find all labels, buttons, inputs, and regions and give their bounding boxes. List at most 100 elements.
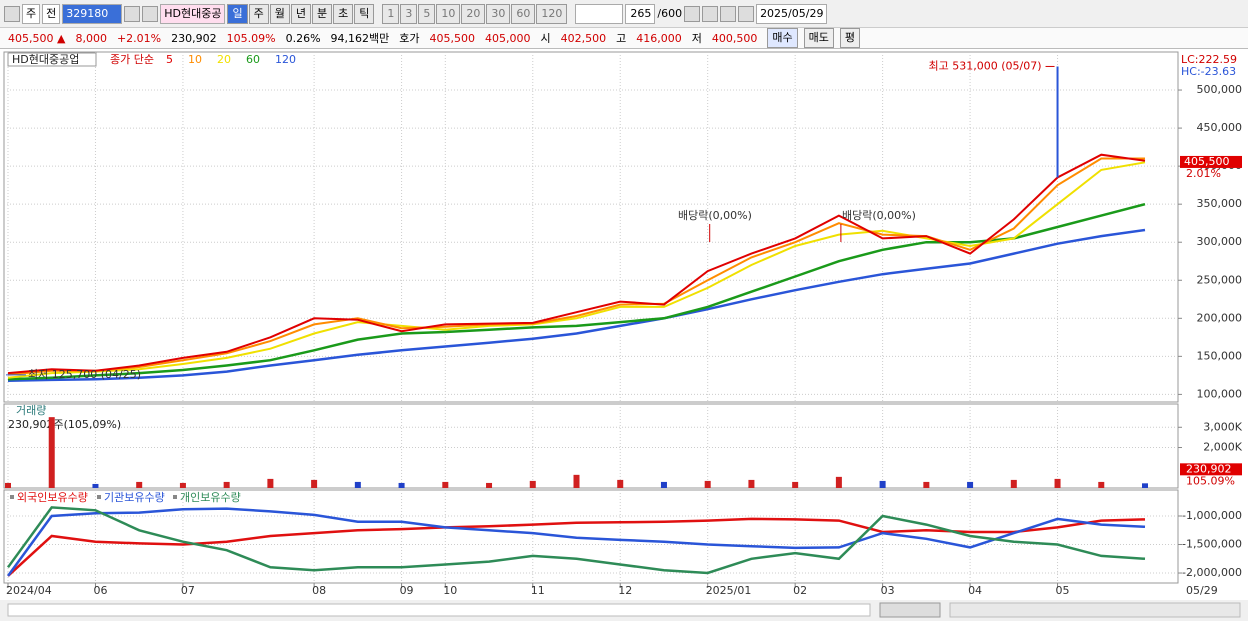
- interval-button[interactable]: 30: [486, 3, 511, 24]
- volume-bar: [486, 482, 493, 488]
- menu-icon[interactable]: [4, 5, 20, 22]
- volume-frame: [3, 403, 1179, 489]
- legend-entry: 5: [166, 53, 173, 66]
- price-frame: [3, 51, 1179, 403]
- interval-button[interactable]: 60: [511, 3, 536, 24]
- blank-input[interactable]: [575, 3, 624, 24]
- volume-bar: [1142, 483, 1148, 488]
- period-button[interactable]: 월: [269, 3, 290, 24]
- volume-bar: [617, 479, 624, 488]
- x-tick-label: 05: [1056, 584, 1070, 597]
- series-line: [7, 161, 1146, 379]
- last-volume-label: 230,902: [1186, 462, 1232, 475]
- legend-title: HD현대중공업: [12, 53, 79, 66]
- y-tick-label: 3,000K: [1203, 420, 1242, 433]
- x-tick-label: 03: [881, 584, 895, 597]
- series-line: [7, 202, 1146, 381]
- volume-annotation: 230,902주(105,09%): [8, 418, 121, 431]
- volume-bar: [267, 478, 274, 488]
- dividend-label: 배당락(0,00%): [678, 209, 752, 222]
- interval-button[interactable]: 120: [536, 3, 568, 24]
- count-max: /600: [657, 7, 683, 20]
- scrollbar[interactable]: [7, 603, 871, 617]
- volume-ratio: 105.09%: [1186, 474, 1235, 487]
- info-item: +2.01%: [116, 31, 162, 45]
- x-tick-label: 11: [531, 584, 545, 597]
- volume-bar: [136, 481, 143, 488]
- tool-icon[interactable]: [684, 5, 701, 22]
- y-tick-label: -2,000,000: [1182, 566, 1242, 579]
- interval-button[interactable]: 3: [400, 3, 418, 24]
- x-tick-label: 07: [181, 584, 195, 597]
- volume-bar: [48, 417, 55, 488]
- volume-bar: [660, 481, 667, 488]
- save-icon[interactable]: [720, 5, 737, 22]
- period-button[interactable]: 년: [290, 3, 311, 24]
- y-tick-label: -1,000,000: [1182, 509, 1242, 522]
- volume-bar: [354, 481, 361, 488]
- last-price-label: 405,500: [1184, 155, 1230, 168]
- period-button[interactable]: 틱: [354, 3, 375, 24]
- info-item: 405,500 ▲: [8, 31, 66, 45]
- holding-frame: [3, 489, 1179, 584]
- interval-button[interactable]: 20: [461, 3, 486, 24]
- low-label: 최저 125,700 (04/25): [28, 368, 141, 381]
- legend-indicator: 종가 단순: [110, 53, 154, 66]
- chart-bg: [0, 49, 1248, 621]
- stock-name[interactable]: HD현대중공: [160, 3, 226, 24]
- y-tick-label: 2,000K: [1203, 441, 1242, 454]
- x-end-label: 05/29: [1186, 584, 1218, 597]
- code-input[interactable]: 329180: [62, 3, 123, 24]
- settings-icon[interactable]: [738, 5, 755, 22]
- hc-label: HC:-23.63: [1181, 65, 1236, 78]
- legend-entry: 10: [188, 53, 202, 66]
- date-input[interactable]: 2025/05/29: [756, 3, 828, 24]
- x-tick-label: 08: [312, 584, 326, 597]
- scroll-buttons[interactable]: [879, 602, 941, 618]
- series-line: [7, 153, 1146, 375]
- sound-icon[interactable]: [142, 5, 159, 22]
- interval-button[interactable]: 5: [418, 3, 436, 24]
- y-tick-label: 300,000: [1197, 235, 1243, 248]
- volume-bar: [442, 481, 449, 488]
- info-item: 시: [540, 32, 551, 45]
- period-button[interactable]: 초: [333, 3, 354, 24]
- volume-bar: [879, 480, 886, 488]
- period-button[interactable]: 주: [248, 3, 269, 24]
- y-tick-label: 200,000: [1197, 311, 1243, 324]
- volume-title: 거래량: [16, 404, 46, 417]
- order-button[interactable]: 매도: [803, 28, 834, 48]
- info-item: 105.09%: [226, 31, 276, 45]
- info-item: 호가: [399, 32, 420, 45]
- info-item: 405,500: [429, 31, 476, 45]
- tool-icons[interactable]: [949, 602, 1241, 618]
- interval-button[interactable]: 10: [436, 3, 461, 24]
- volume-bar: [529, 480, 536, 488]
- y-tick-label: 500,000: [1197, 83, 1243, 96]
- period-button[interactable]: 분: [311, 3, 333, 24]
- interval-button[interactable]: 1: [382, 3, 400, 24]
- kind[interactable]: 전: [42, 3, 61, 24]
- order-button[interactable]: 매수: [767, 28, 798, 48]
- legend-name-box: [7, 52, 97, 67]
- volume-bar: [923, 481, 930, 488]
- volume-bar: [835, 476, 842, 488]
- market[interactable]: 주: [22, 3, 41, 24]
- legend-entry: 20: [217, 53, 231, 66]
- period-button[interactable]: 일: [227, 3, 248, 24]
- volume-bar: [179, 482, 186, 488]
- volume-bar: [704, 480, 711, 488]
- series-line: [6, 507, 1146, 577]
- legend-entry: 120: [275, 53, 296, 66]
- count[interactable]: 265: [625, 3, 656, 24]
- info-item: 405,000: [485, 31, 531, 45]
- x-tick-label: 02: [793, 584, 807, 597]
- change-label: 2.01%: [1186, 167, 1221, 180]
- search-icon[interactable]: [124, 5, 141, 22]
- tool-icon[interactable]: [702, 5, 719, 22]
- order-button[interactable]: 평: [839, 28, 861, 48]
- volume-bar: [967, 481, 974, 488]
- y-tick-label: 350,000: [1197, 197, 1243, 210]
- volume-bar: [792, 481, 799, 488]
